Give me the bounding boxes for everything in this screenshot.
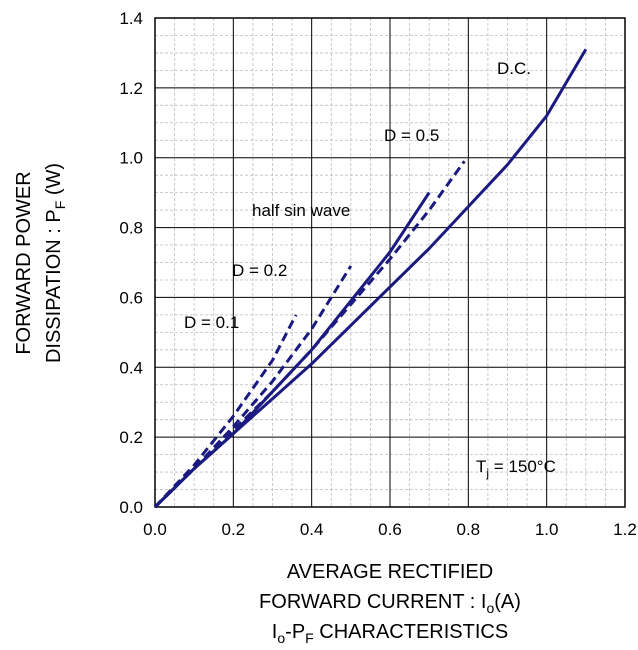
y-tick-label: 1.4	[119, 9, 143, 28]
chart-caption: Io-PF CHARACTERISTICS	[272, 621, 508, 646]
major-grid	[155, 18, 625, 507]
x-tick-label: 0.6	[378, 520, 402, 539]
x-tick-label: 0.8	[457, 520, 481, 539]
series-label-dc: D.C.	[497, 59, 531, 78]
series-label-d05: D = 0.5	[384, 126, 439, 145]
y-tick-label: 1.2	[119, 79, 143, 98]
y-axis-title-line1: FORWARD POWER	[13, 171, 35, 354]
series-label-d01: D = 0.1	[184, 313, 239, 332]
y-tick-labels: 0.0 0.2 0.4 0.6 0.8 1.0 1.2 1.4	[119, 9, 143, 517]
y-tick-label: 0.2	[119, 428, 143, 447]
plot-frame	[154, 17, 626, 508]
series-label-half-sin: half sin wave	[252, 201, 350, 220]
series-layer	[153, 48, 588, 509]
y-tick-label: 0.0	[119, 498, 143, 517]
series-line-d-0-2	[153, 265, 353, 509]
x-tick-labels: 0.0 0.2 0.4 0.6 0.8 1.0 1.2	[143, 520, 637, 539]
x-tick-label: 0.2	[222, 520, 246, 539]
x-tick-label: 0.0	[143, 520, 167, 539]
y-tick-label: 0.6	[119, 288, 143, 307]
y-tick-label: 1.0	[119, 149, 143, 168]
y-axis-title-line2: DISSIPATION : PF (W)	[43, 163, 68, 363]
x-tick-label: 0.4	[300, 520, 324, 539]
junction-temp-label: Tj = 150°C	[476, 457, 556, 480]
y-tick-label: 0.4	[119, 358, 143, 377]
x-axis-title-line1: AVERAGE RECTIFIED	[287, 561, 493, 583]
x-axis-title-line2: FORWARD CURRENT : Io(A)	[259, 591, 521, 616]
y-tick-label: 0.8	[119, 219, 143, 238]
x-tick-label: 1.0	[535, 520, 559, 539]
series-line-d-0-1	[153, 314, 298, 509]
series-label-d02: D = 0.2	[232, 261, 287, 280]
x-tick-label: 1.2	[613, 520, 637, 539]
